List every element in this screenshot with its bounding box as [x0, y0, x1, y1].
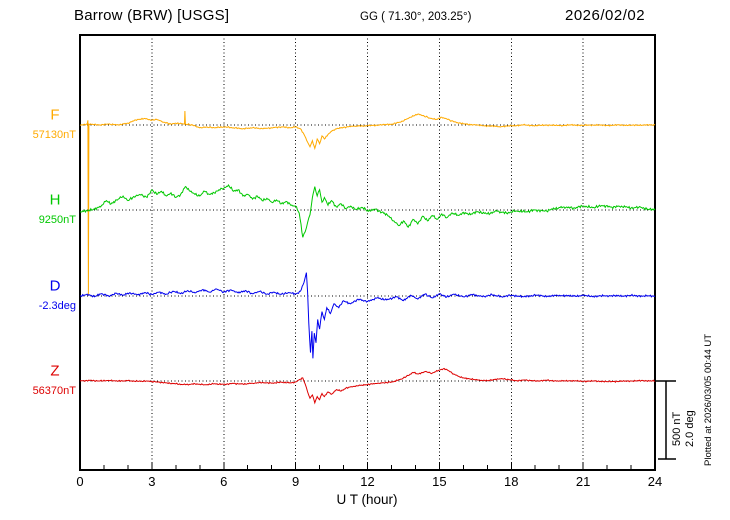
x-axis-label: U T (hour): [336, 492, 398, 507]
x-tick-label-15: 15: [432, 474, 447, 489]
scale-label-nt: 500 nT: [671, 411, 683, 446]
station-title: Barrow (BRW) [USGS]: [74, 7, 230, 24]
x-tick-label-18: 18: [504, 474, 519, 489]
x-tick-label-0: 0: [76, 474, 84, 489]
x-tick-label-24: 24: [647, 474, 663, 489]
x-tick-label-6: 6: [220, 474, 228, 489]
geographic-coords: GG ( 71.30°, 203.25°): [360, 11, 472, 23]
channel-letter-H: H: [49, 191, 61, 209]
channel-letter-D: D: [49, 277, 61, 295]
plotted-at-note: Plotted at 2026/03/05 00:44 UT: [703, 333, 714, 466]
channel-letter-F: F: [50, 106, 60, 124]
plot-date: 2026/02/02: [565, 7, 646, 24]
x-tick-label-12: 12: [360, 474, 375, 489]
scale-label-deg: 2.0 deg: [684, 410, 696, 447]
channel-baseline-value-H: 9250nT: [38, 214, 76, 226]
channel-baseline-value-D: -2.3deg: [38, 300, 76, 312]
x-tick-label-9: 9: [292, 474, 300, 489]
channel-letter-Z: Z: [50, 362, 60, 380]
x-tick-label-3: 3: [148, 474, 156, 489]
channel-baseline-value-Z: 56370nT: [32, 385, 76, 397]
x-tick-label-21: 21: [575, 474, 591, 489]
channel-baseline-value-F: 57130nT: [32, 129, 76, 141]
